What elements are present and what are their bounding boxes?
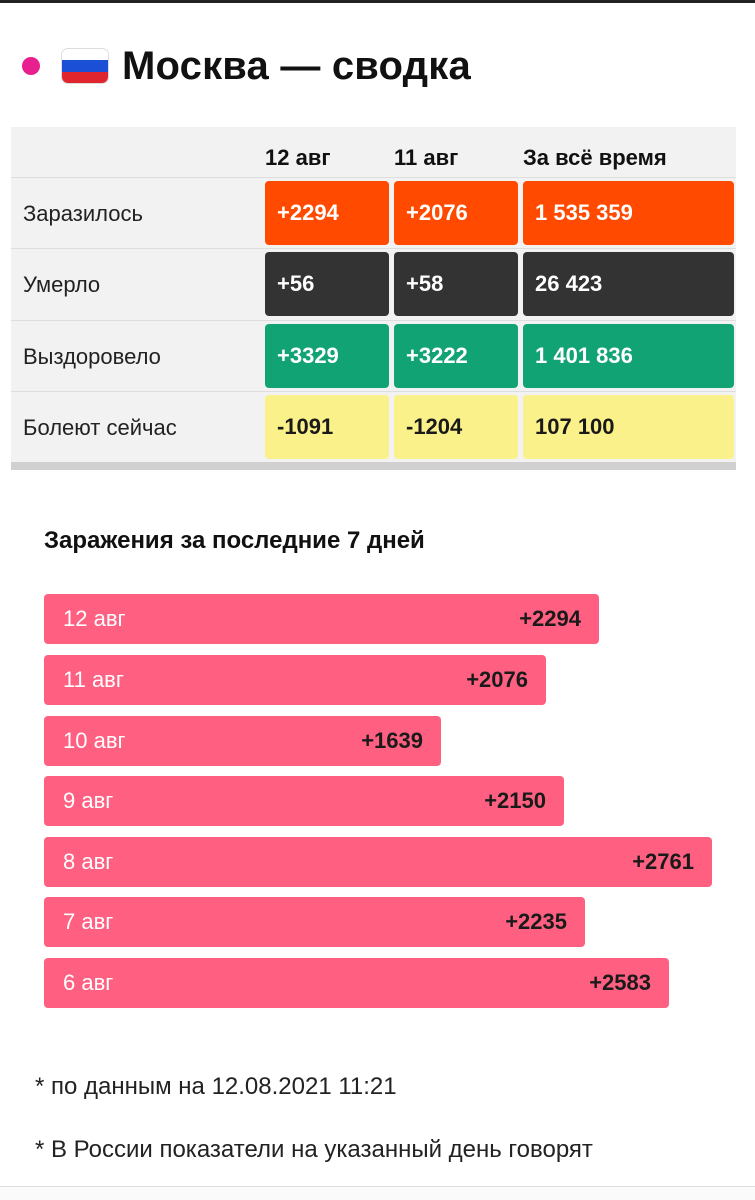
column-header-yesterday: 11 авг xyxy=(394,145,459,170)
row-divider xyxy=(11,248,736,249)
bar-value: +2076 xyxy=(466,667,528,692)
bar-date: 9 авг xyxy=(63,788,114,813)
bar-date: 12 авг xyxy=(63,606,126,631)
cell-active-yesterday: -1204 xyxy=(394,395,518,459)
row-divider xyxy=(11,320,736,321)
bar-row: 11 авг +2076 xyxy=(44,655,546,705)
bar-value: +2150 xyxy=(484,788,546,813)
live-dot-icon xyxy=(22,57,40,75)
row-divider xyxy=(11,177,736,178)
bar-row: 12 авг +2294 xyxy=(44,594,599,644)
bar-value: +2583 xyxy=(589,970,651,995)
bar-row: 8 авг +2761 xyxy=(44,837,712,887)
row-label-died: Умерло xyxy=(23,272,101,297)
bottom-nav-strip xyxy=(0,1186,755,1200)
bar-value: +2235 xyxy=(505,909,567,934)
cell-active-today: -1091 xyxy=(265,395,389,459)
cell-infected-total: 1 535 359 xyxy=(523,181,734,245)
bar-date: 10 авг xyxy=(63,728,126,753)
chart-title: Заражения за последние 7 дней xyxy=(44,527,425,554)
page-title: Москва — сводка xyxy=(122,43,471,88)
cell-recovered-yesterday: +3222 xyxy=(394,324,518,388)
russia-flag-icon xyxy=(62,49,108,83)
bar-date: 6 авг xyxy=(63,970,114,995)
cell-active-total: 107 100 xyxy=(523,395,734,459)
bar-row: 7 авг +2235 xyxy=(44,897,585,947)
cell-infected-yesterday: +2076 xyxy=(394,181,518,245)
row-label-active: Болеют сейчас xyxy=(23,415,177,440)
cell-died-yesterday: +58 xyxy=(394,252,518,316)
bar-row: 9 авг +2150 xyxy=(44,776,564,826)
cell-recovered-total: 1 401 836 xyxy=(523,324,734,388)
row-label-recovered: Выздоровело xyxy=(23,344,161,369)
bar-date: 11 авг xyxy=(63,667,124,692)
data-timestamp-note: * по данным на 12.08.2021 11:21 xyxy=(35,1073,397,1100)
column-header-today: 12 авг xyxy=(265,145,331,170)
summary-table: 12 авг 11 авг За всё время Заразилось +2… xyxy=(11,127,736,470)
bar-value: +2761 xyxy=(632,849,694,874)
cell-died-today: +56 xyxy=(265,252,389,316)
cell-died-total: 26 423 xyxy=(523,252,734,316)
reporting-note: * В России показатели на указанный день … xyxy=(35,1136,593,1163)
bar-row: 6 авг +2583 xyxy=(44,958,669,1008)
cell-recovered-today: +3329 xyxy=(265,324,389,388)
page-header: Москва — сводка xyxy=(22,38,471,94)
bar-value: +2294 xyxy=(519,606,581,631)
row-label-infected: Заразилось xyxy=(23,201,143,226)
bar-row: 10 авг +1639 xyxy=(44,716,441,766)
cell-infected-today: +2294 xyxy=(265,181,389,245)
bar-date: 8 авг xyxy=(63,849,114,874)
bar-date: 7 авг xyxy=(63,909,114,934)
column-header-total: За всё время xyxy=(523,145,667,170)
row-divider xyxy=(11,391,736,392)
bar-value: +1639 xyxy=(361,728,423,753)
top-divider xyxy=(0,0,755,3)
